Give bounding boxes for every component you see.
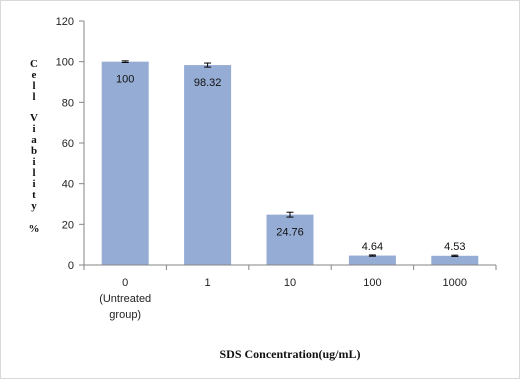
x-tick-label: 100 <box>363 277 381 289</box>
y-label-char: i <box>32 123 35 135</box>
error-bars <box>121 60 459 257</box>
error-bar-0 <box>121 60 129 63</box>
bar-1000 <box>431 255 479 265</box>
y-label-char: l <box>32 80 35 92</box>
y-label-char: % <box>29 223 40 235</box>
bar-10 <box>266 214 314 265</box>
data-label-1000: 4.53 <box>444 241 465 253</box>
bar-1 <box>184 65 232 265</box>
y-tick-label: 0 <box>68 260 74 272</box>
x-tick-label: 1 <box>205 277 211 289</box>
y-label-char: t <box>32 189 36 201</box>
y-axis-ticks: 0 20 40 60 80 100 120 <box>56 16 84 272</box>
data-label-1: 98.32 <box>194 77 222 89</box>
x-tick-label: 0 <box>122 277 128 289</box>
y-label-char: y <box>31 200 37 212</box>
y-tick-label: 60 <box>62 138 74 150</box>
error-bar-100 <box>368 254 376 257</box>
y-tick-label: 40 <box>62 179 74 191</box>
data-label-0: 100 <box>116 74 134 86</box>
y-label-char: l <box>32 167 35 179</box>
y-label-char: e <box>32 69 37 81</box>
bars <box>101 61 479 265</box>
y-label-char: l <box>32 91 35 103</box>
x-tick-sublabel: (Untreated <box>99 293 151 305</box>
y-label-char: b <box>31 145 37 157</box>
x-axis-ticks: 0 (Untreated group) 1 10 100 1000 <box>83 265 497 321</box>
y-tick-label: 100 <box>56 57 74 69</box>
data-label-10: 24.76 <box>276 227 304 239</box>
x-axis-label: SDS Concentration(ug/mL) <box>219 347 360 361</box>
y-tick-label: 20 <box>62 219 74 231</box>
y-label-char: V <box>30 112 38 124</box>
y-label-char: i <box>32 156 35 168</box>
bar-0 <box>101 61 149 265</box>
y-label-char: a <box>31 134 37 146</box>
x-tick-label: 10 <box>284 277 296 289</box>
data-labels: 100 98.32 24.76 4.64 4.53 <box>116 74 465 254</box>
x-tick-label: 1000 <box>443 277 467 289</box>
error-bar-1000 <box>451 254 459 257</box>
error-bar-1 <box>204 62 212 68</box>
y-label-char: C <box>30 58 38 70</box>
y-label-char: i <box>32 178 35 190</box>
error-bar-10 <box>286 211 294 218</box>
x-tick-sublabel: group) <box>109 309 141 321</box>
data-label-100: 4.64 <box>362 241 383 253</box>
y-tick-label: 80 <box>62 97 74 109</box>
bar-100 <box>348 255 396 265</box>
y-tick-label: 120 <box>56 16 74 28</box>
